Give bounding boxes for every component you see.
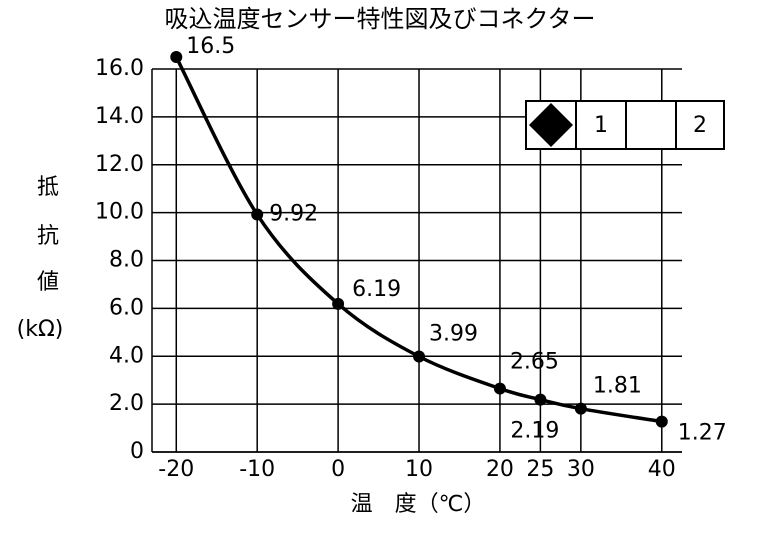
y-tick-label: 4.0 xyxy=(109,343,144,368)
connector-pin: 1 xyxy=(594,113,608,138)
connector-pin: 2 xyxy=(693,113,707,138)
data-point xyxy=(574,402,587,415)
data-point xyxy=(534,393,547,406)
data-label: 3.99 xyxy=(429,321,478,346)
x-tick-label: 20 xyxy=(486,457,514,482)
x-tick-label: 0 xyxy=(331,457,345,482)
data-point xyxy=(170,51,183,64)
x-tick-label: 10 xyxy=(405,457,433,482)
data-label: 9.92 xyxy=(269,202,318,227)
y-tick-label: 10.0 xyxy=(95,200,144,225)
data-point xyxy=(251,208,264,221)
chart-title: 吸込温度センサー特性図及びコネクター xyxy=(164,5,595,33)
data-label: 2.65 xyxy=(510,350,559,375)
connector-key xyxy=(529,103,573,147)
data-point xyxy=(332,297,345,310)
data-label: 6.19 xyxy=(352,277,401,302)
y-tick-label: 14.0 xyxy=(95,104,144,129)
y-axis-label: (kΩ) xyxy=(17,317,64,342)
x-tick-label: 40 xyxy=(648,457,676,482)
y-tick-label: 16.0 xyxy=(95,56,144,81)
y-tick-label: 6.0 xyxy=(109,295,144,320)
data-point xyxy=(655,415,668,428)
x-tick-label: 25 xyxy=(526,457,554,482)
x-tick-label: -10 xyxy=(239,457,275,482)
x-tick-label: -20 xyxy=(158,457,194,482)
y-axis-label: 値 xyxy=(37,270,59,295)
y-axis-label: 抵 xyxy=(37,175,59,200)
y-tick-label: 12.0 xyxy=(95,152,144,177)
data-label: 2.19 xyxy=(510,419,559,444)
data-label: 1.81 xyxy=(593,374,642,399)
x-tick-label: 30 xyxy=(567,457,595,482)
y-tick-label: 0 xyxy=(130,439,144,464)
data-point xyxy=(493,382,506,395)
data-label: 16.5 xyxy=(186,34,235,59)
y-tick-label: 2.0 xyxy=(109,391,144,416)
y-axis-label: 抗 xyxy=(37,224,59,249)
data-point xyxy=(413,350,426,363)
y-tick-label: 8.0 xyxy=(109,248,144,273)
x-axis-label: 温 度（℃） xyxy=(351,492,486,517)
data-label: 1.27 xyxy=(678,421,727,446)
